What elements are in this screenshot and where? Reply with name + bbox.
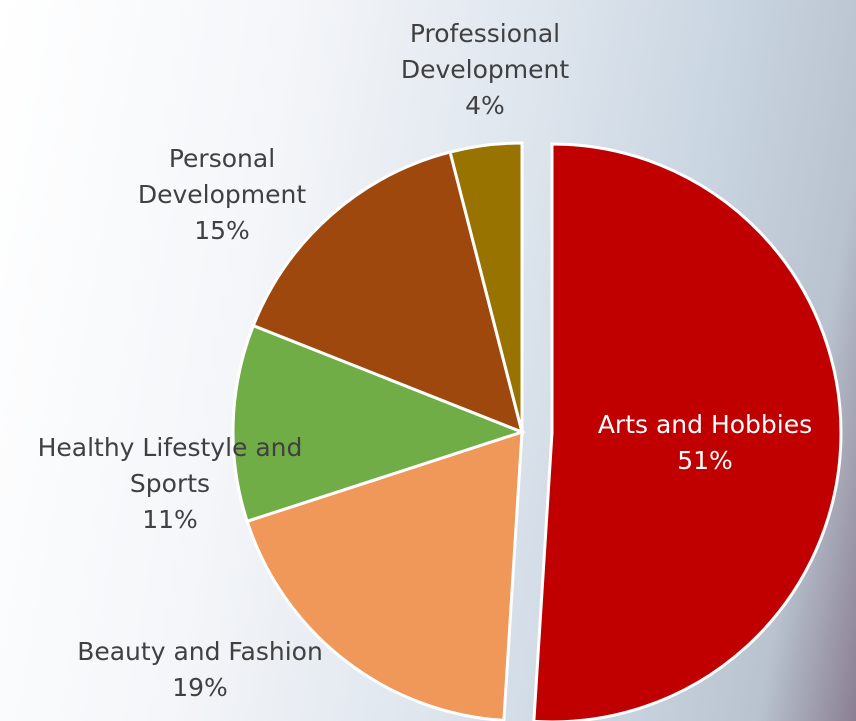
data-label: Personal Development 15% [112,141,332,249]
category-label: Personal Development [137,144,307,209]
pie-slice [532,142,843,721]
value-label: 15% [194,216,250,245]
pie-slice [245,429,524,721]
category-label: Professional Development [400,19,570,84]
pie-slice [251,150,525,435]
pie-slice [448,141,524,433]
data-label: Healthy Lifestyle and Sports 11% [5,430,335,538]
data-label: Beauty and Fashion 19% [40,634,360,706]
category-label: Healthy Lifestyle and Sports [37,433,303,498]
data-label: Professional Development 4% [375,16,595,124]
category-label: Arts and Hobbies [597,410,813,439]
value-label: 51% [677,446,733,475]
value-label: 11% [142,505,198,534]
pie-slice [231,323,527,524]
value-label: 4% [465,91,505,120]
value-label: 19% [172,673,228,702]
data-label: Arts and Hobbies 51% [555,407,855,479]
category-label: Beauty and Fashion [77,637,323,666]
